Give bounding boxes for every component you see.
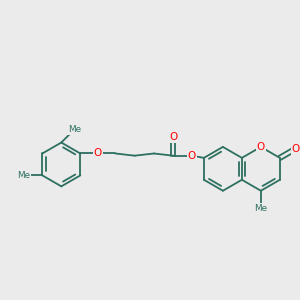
Text: O: O xyxy=(169,132,177,142)
Text: Me: Me xyxy=(68,125,81,134)
Text: O: O xyxy=(292,144,300,154)
Text: Me: Me xyxy=(254,204,267,213)
Text: O: O xyxy=(188,151,196,161)
Text: O: O xyxy=(257,142,265,152)
Text: Me: Me xyxy=(17,171,30,180)
Text: O: O xyxy=(94,148,102,158)
